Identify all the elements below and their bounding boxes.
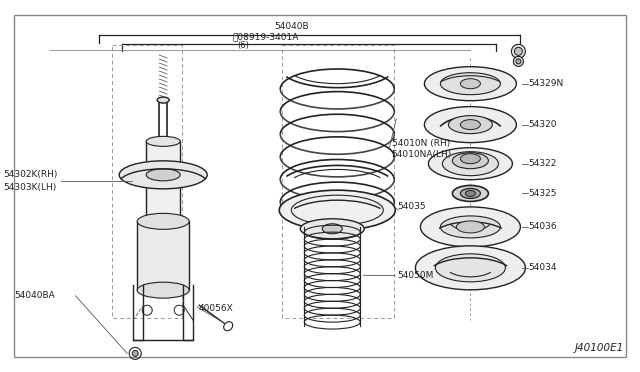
Bar [146, 141, 180, 223]
Text: 54320: 54320 [529, 120, 557, 129]
Text: (6): (6) [237, 41, 249, 50]
Text: 54010NA(LH): 54010NA(LH) [392, 150, 452, 159]
Ellipse shape [513, 57, 524, 66]
Ellipse shape [452, 153, 488, 169]
Text: ⓝ08919-3401A: ⓝ08919-3401A [232, 33, 299, 42]
Ellipse shape [146, 169, 180, 181]
Ellipse shape [424, 67, 516, 101]
Ellipse shape [279, 190, 396, 230]
Text: 54322: 54322 [529, 159, 557, 168]
Text: J40100E1: J40100E1 [575, 343, 624, 353]
Ellipse shape [137, 282, 189, 298]
Ellipse shape [460, 120, 481, 129]
Ellipse shape [435, 254, 506, 282]
Text: 54035: 54035 [397, 202, 426, 211]
Ellipse shape [323, 224, 342, 234]
Text: 54034: 54034 [529, 263, 557, 272]
Text: 40056X: 40056X [198, 304, 233, 313]
Ellipse shape [465, 190, 476, 196]
Ellipse shape [420, 207, 520, 247]
Text: 54050M: 54050M [397, 271, 433, 280]
Ellipse shape [157, 97, 169, 103]
Ellipse shape [460, 189, 481, 198]
Text: 54302K(RH): 54302K(RH) [3, 170, 58, 179]
Ellipse shape [428, 148, 513, 180]
Ellipse shape [516, 59, 521, 64]
Ellipse shape [119, 161, 207, 189]
Ellipse shape [460, 79, 481, 89]
Ellipse shape [452, 185, 488, 202]
Ellipse shape [300, 219, 364, 239]
Ellipse shape [440, 216, 500, 238]
Ellipse shape [137, 213, 189, 230]
Ellipse shape [440, 73, 500, 95]
Ellipse shape [132, 350, 138, 356]
Bar [112, 45, 182, 318]
Text: 54303K(LH): 54303K(LH) [3, 183, 56, 192]
Text: 54010N (RH): 54010N (RH) [392, 139, 450, 148]
Ellipse shape [415, 246, 525, 290]
Text: 54036: 54036 [529, 222, 557, 231]
Text: 54329N: 54329N [529, 79, 564, 88]
Ellipse shape [515, 47, 522, 55]
Bar [282, 45, 394, 318]
Ellipse shape [449, 116, 492, 134]
Ellipse shape [146, 218, 180, 228]
Ellipse shape [442, 152, 499, 176]
Text: 54040B: 54040B [274, 22, 308, 31]
Text: 54325: 54325 [529, 189, 557, 198]
Ellipse shape [456, 221, 484, 233]
Bar [137, 221, 189, 290]
Ellipse shape [424, 107, 516, 142]
Ellipse shape [460, 154, 481, 164]
Text: 54040BA: 54040BA [14, 291, 55, 300]
Ellipse shape [146, 137, 180, 146]
Ellipse shape [511, 44, 525, 58]
